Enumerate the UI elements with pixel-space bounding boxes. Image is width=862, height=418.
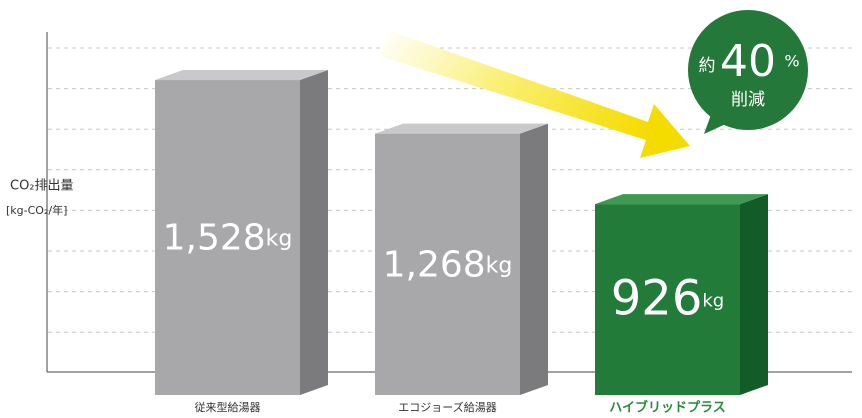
bar-top <box>375 123 548 134</box>
callout-bubble <box>688 10 808 130</box>
bar-side <box>740 194 768 395</box>
callout: 約 40 % 削減 <box>688 10 808 134</box>
value-unit: kg <box>486 253 513 278</box>
value-label: 926kg <box>611 271 724 327</box>
callout-tail <box>704 112 730 134</box>
value-unit: kg <box>702 291 724 312</box>
y-axis-unit: [kg-CO₂/年] <box>6 203 67 217</box>
bar-side <box>300 70 328 395</box>
value-number: 1,528 <box>163 218 266 259</box>
bar-side <box>520 123 548 395</box>
callout-prefix: 約 <box>699 56 716 76</box>
x-tick-label: ハイブリッドプラス <box>609 400 725 416</box>
callout-text: 削減 <box>731 90 765 110</box>
callout-suffix: % <box>784 52 799 71</box>
y-axis-label: CO₂排出量 <box>10 179 74 194</box>
x-tick-label: 従来型給湯器 <box>195 400 261 414</box>
bars: 1,528kg従来型給湯器1,268kgエコジョーズ給湯器926kgハイブリッド… <box>155 70 768 416</box>
x-tick-label: エコジョーズ給湯器 <box>398 400 496 414</box>
bar <box>155 80 300 395</box>
bar <box>595 204 740 395</box>
value-unit: kg <box>266 227 293 252</box>
bar-top <box>595 194 768 205</box>
value-number: 1,268 <box>383 244 486 285</box>
trend-arrow <box>380 30 690 158</box>
bar-top <box>155 70 328 81</box>
value-label: 1,268kg <box>383 244 513 285</box>
callout-number: 40 <box>720 36 776 87</box>
value-label: 1,528kg <box>163 218 293 259</box>
value-number: 926 <box>611 271 703 327</box>
bar <box>375 133 520 395</box>
